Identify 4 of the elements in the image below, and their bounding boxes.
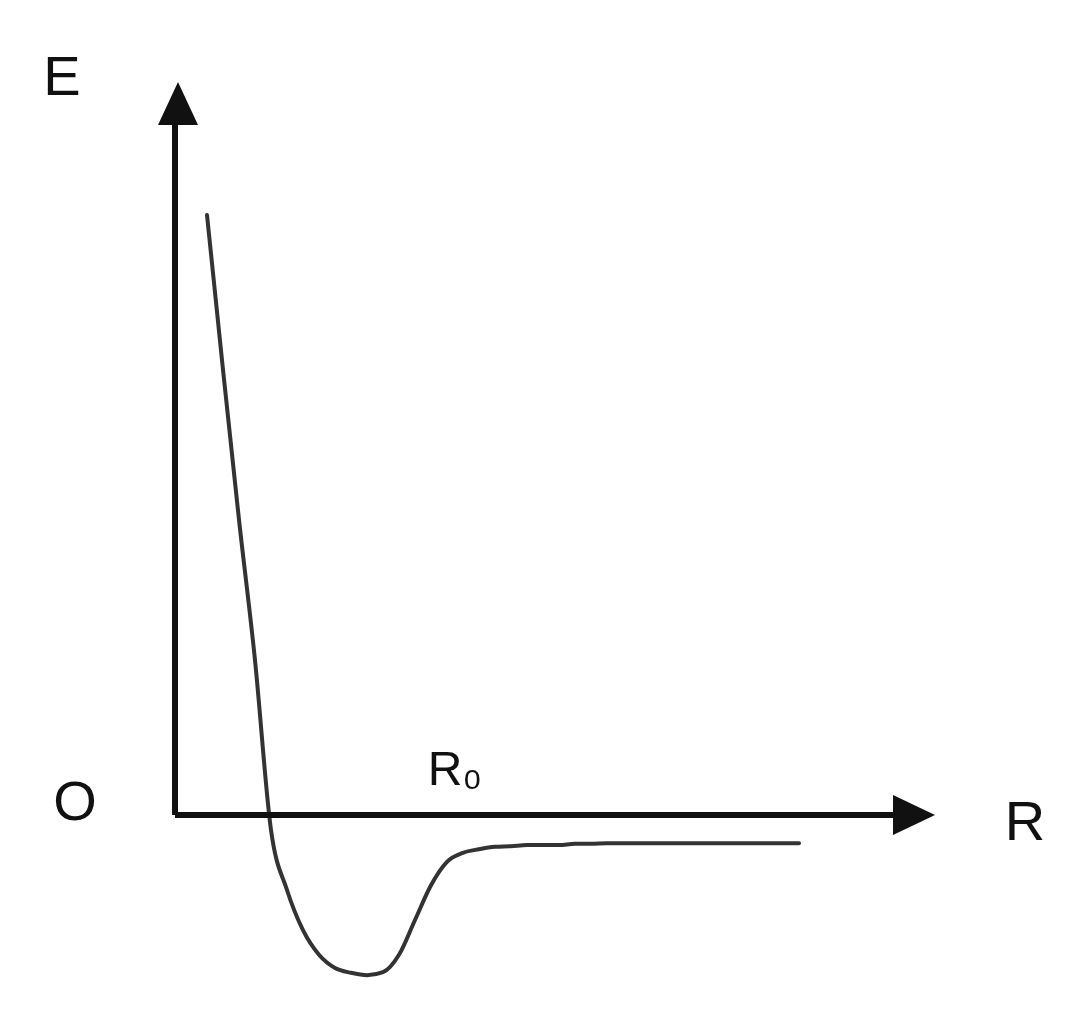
annotation: R₀ — [427, 742, 483, 795]
x-axis-title: R — [1004, 789, 1046, 852]
text: O — [53, 769, 97, 832]
y-axis-title: E — [43, 44, 81, 107]
